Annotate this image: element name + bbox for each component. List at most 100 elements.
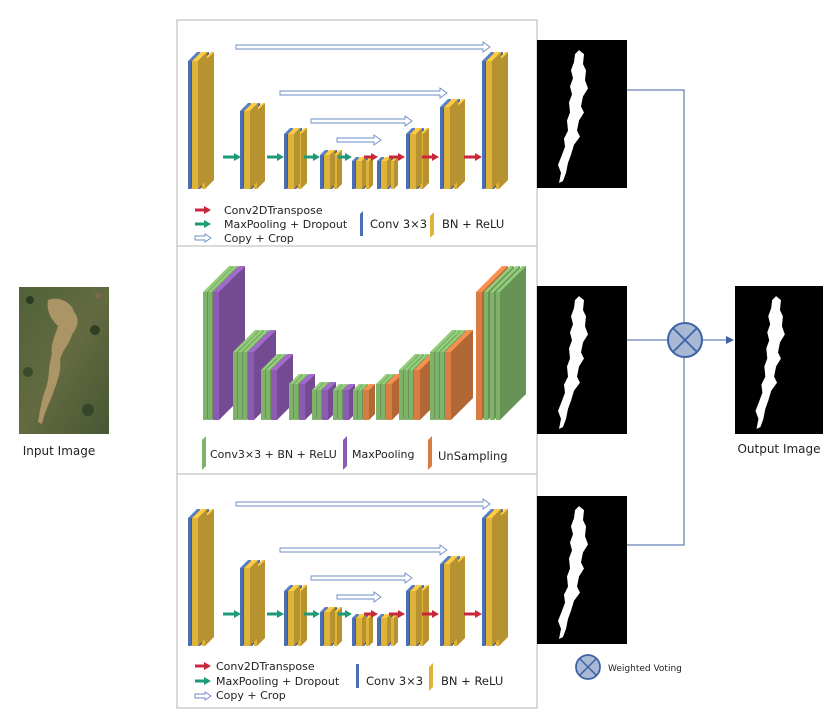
- bn-layer: [334, 607, 342, 646]
- copy-crop-arrow: [310, 572, 413, 584]
- maxpool-arrow: [223, 610, 241, 618]
- legend-conv2dtranspose: Conv2DTranspose: [224, 204, 323, 217]
- conv3x3-block-icon: [356, 664, 359, 688]
- maxpool-arrow: [223, 153, 241, 161]
- input-satellite-image: [19, 287, 109, 434]
- copy-crop-arrow-icon: [194, 691, 212, 701]
- decoder-block: [476, 266, 526, 420]
- weighted-voting-node-icon: [667, 322, 703, 358]
- bn-layer: [381, 157, 391, 189]
- bn-layer: [410, 585, 422, 646]
- bn-layer: [356, 157, 366, 189]
- legend-maxpool-dropout: MaxPooling + Dropout: [216, 675, 340, 688]
- bn-layer: [324, 150, 335, 189]
- output-mask: [735, 286, 823, 434]
- maxpooling-block-icon: [343, 436, 347, 470]
- output-mask-image: [735, 286, 823, 434]
- bn-layer: [324, 607, 335, 646]
- weighted-voting-legend-icon: [575, 654, 601, 680]
- transpose-arrow: [422, 153, 439, 161]
- bn-layer: [288, 128, 300, 189]
- decoder-block: [430, 330, 473, 420]
- bn-layer: [334, 150, 342, 189]
- upsample-layer: [445, 330, 473, 420]
- maxpool-arrow: [304, 153, 320, 161]
- copy-crop-arrow: [235, 498, 491, 510]
- bn-layer: [366, 614, 373, 646]
- copy-crop-arrow-icon: [194, 233, 212, 243]
- bn-layer: [381, 614, 391, 646]
- maxpool-arrow: [338, 610, 352, 618]
- bn-layer: [486, 509, 501, 646]
- bn-layer: [192, 52, 207, 189]
- transpose-arrow: [389, 153, 405, 161]
- encoder-block: [289, 374, 315, 420]
- upsample-layer: [363, 384, 375, 420]
- conv-layer: [496, 266, 526, 420]
- transpose-arrow: [464, 610, 482, 618]
- transpose-arrow: [464, 153, 482, 161]
- bn-layer: [486, 52, 501, 189]
- unet-bottom-legend: Conv2DTranspose MaxPooling + Dropout Cop…: [194, 660, 503, 702]
- bn-layer: [391, 614, 398, 646]
- copy-crop-arrow: [310, 115, 413, 127]
- segnet-legend: Conv3×3 + BN + ReLU MaxPooling UnSamplin…: [202, 436, 508, 470]
- legend-maxpool-dropout: MaxPooling + Dropout: [224, 218, 348, 231]
- unet-bottom-panel: [176, 473, 538, 709]
- unet-top-mask: [537, 40, 627, 188]
- copy-crop-arrow: [279, 87, 448, 99]
- unet-bottom-mask: [537, 496, 627, 644]
- legend-bn-relu: BN + ReLU: [441, 674, 503, 688]
- bn-layer: [391, 157, 398, 189]
- maxpool-arrow: [304, 610, 320, 618]
- decoder-block: [353, 384, 375, 420]
- maxpool-dropout-arrow-icon: [195, 677, 211, 685]
- legend-copy-crop: Copy + Crop: [224, 232, 294, 245]
- input-image-label: Input Image: [23, 444, 95, 458]
- segnet-mask: [537, 286, 627, 434]
- bn-layer: [444, 556, 458, 646]
- bn-layer: [366, 157, 373, 189]
- bn-layer: [444, 99, 458, 189]
- bn-layer: [410, 128, 422, 189]
- unsampling-block-icon: [428, 436, 432, 470]
- legend-conv2dtranspose: Conv2DTranspose: [216, 660, 315, 673]
- voting-connectors: [627, 89, 734, 546]
- maxpool-arrow: [267, 610, 284, 618]
- maxpool-arrow: [267, 153, 284, 161]
- legend-copy-crop: Copy + Crop: [216, 689, 286, 702]
- legend-conv3x3: Conv 3×3: [366, 674, 423, 688]
- bn-relu-block-icon: [430, 212, 434, 238]
- conv-bn-relu-block-icon: [202, 436, 206, 470]
- bn-layer: [244, 560, 258, 646]
- copy-crop-arrow: [336, 134, 382, 146]
- bn-layer: [192, 509, 207, 646]
- bn-layer: [356, 614, 366, 646]
- copy-crop-arrow: [336, 591, 382, 603]
- legend-conv3x3: Conv 3×3: [370, 217, 427, 231]
- encoder-block: [312, 382, 336, 420]
- legend-maxpooling: MaxPooling: [352, 448, 415, 461]
- bn-layer: [288, 585, 300, 646]
- transpose-arrow: [364, 610, 378, 618]
- copy-crop-arrow: [235, 41, 491, 53]
- mask-outputs: [537, 40, 627, 644]
- conv2dtranspose-arrow-icon: [195, 662, 211, 670]
- unet-bottom-network: [188, 498, 508, 646]
- transpose-arrow: [364, 153, 378, 161]
- copy-crop-arrow: [279, 544, 448, 556]
- conv2dtranspose-arrow-icon: [195, 206, 211, 214]
- encoder-block: [333, 384, 355, 420]
- legend-bn-relu: BN + ReLU: [442, 217, 504, 231]
- unet-top-network: [188, 41, 508, 189]
- conv3x3-block-icon: [360, 211, 363, 236]
- legend-conv-bn-relu: Conv3×3 + BN + ReLU: [210, 448, 337, 461]
- decoder-block: [376, 374, 402, 420]
- bn-layer: [244, 103, 258, 189]
- maxpool-dropout-arrow-icon: [195, 220, 211, 228]
- unet-top-panel: [176, 19, 538, 247]
- transpose-arrow: [389, 610, 405, 618]
- bn-relu-block-icon: [429, 663, 433, 691]
- transpose-arrow: [422, 610, 439, 618]
